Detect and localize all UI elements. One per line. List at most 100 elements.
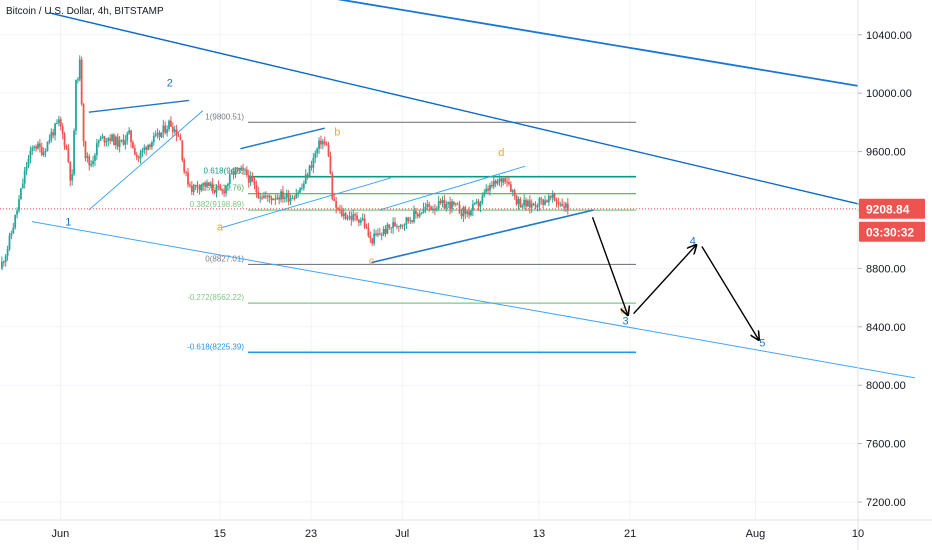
candle-body (177, 135, 180, 137)
candle-body (401, 224, 404, 226)
trend-line[interactable] (48, 12, 916, 218)
candle-body (223, 191, 225, 194)
candle-body (424, 206, 427, 209)
candle-body (382, 228, 385, 235)
candle-body (282, 191, 284, 200)
candle-body (447, 201, 450, 204)
candle-body (76, 79, 79, 81)
candle-body (160, 132, 163, 137)
fib-level-label: 0(8827.01) (205, 254, 244, 263)
candle-body (509, 184, 512, 192)
candle-body (94, 155, 96, 161)
candle-body (114, 136, 117, 145)
fib-level-label: 0.618(9428 (204, 167, 245, 176)
candle-body (473, 202, 476, 205)
candle-body (196, 184, 199, 188)
candle-body (187, 172, 189, 185)
candle-body (249, 176, 252, 183)
candle-body (111, 134, 113, 141)
candle-body (452, 201, 455, 205)
candle-body (399, 224, 402, 227)
time-tick-label: 15 (214, 528, 226, 540)
projection-arrow[interactable] (591, 217, 628, 315)
trend-line[interactable] (379, 165, 526, 211)
time-tick-label: Jun (52, 528, 70, 540)
current-price-badge (859, 198, 925, 219)
candle-body (242, 168, 244, 170)
candle-body (221, 189, 224, 192)
candle-body (181, 140, 184, 161)
candle-body (133, 148, 136, 155)
trend-line[interactable] (88, 99, 190, 113)
candle-body (164, 125, 167, 133)
candle-body (105, 140, 108, 143)
candle-body (234, 167, 237, 175)
candle-body (299, 188, 301, 193)
candle-body (411, 220, 413, 222)
candle-body (306, 174, 309, 177)
trend-line[interactable] (288, 0, 859, 87)
candle-body (40, 146, 43, 156)
candle-body (553, 193, 556, 201)
trend-drawings[interactable] (0, 0, 916, 379)
candle-body (156, 132, 159, 135)
candle-body (272, 198, 275, 201)
candle-body (57, 119, 60, 123)
trend-line[interactable] (88, 110, 204, 211)
candle-body (215, 185, 218, 193)
candle-body (378, 233, 381, 235)
candle-body (390, 227, 393, 229)
trend-line[interactable] (371, 209, 594, 264)
candle-body (432, 208, 434, 210)
candle-body (8, 235, 11, 250)
candle-body (445, 203, 448, 209)
fib-level-label: -0.618(8225.39) (187, 342, 244, 351)
candle-body (475, 201, 478, 203)
candle-body (240, 168, 243, 170)
candle-body (359, 219, 362, 223)
trend-line[interactable] (31, 221, 916, 379)
price-tick-label: 9600.00 (866, 147, 906, 159)
projection-arrow[interactable] (633, 245, 697, 315)
candle-body (143, 147, 146, 151)
candle-body (33, 146, 36, 149)
candle-body (456, 203, 459, 205)
candle-body (101, 136, 104, 138)
candle-body (346, 217, 349, 219)
candle-body (462, 207, 465, 217)
candle-body (192, 184, 195, 192)
candle-body (170, 120, 172, 127)
projection-arrows[interactable] (591, 217, 759, 340)
candle-body (52, 132, 55, 136)
candle-body (470, 210, 472, 216)
price-tick-label: 8400.00 (866, 322, 906, 334)
candle-body (27, 158, 30, 167)
candle-body (361, 218, 364, 220)
candle-body (454, 203, 457, 205)
candle-body (513, 190, 516, 196)
candle-body (38, 143, 41, 147)
candle-body (46, 141, 49, 152)
candle-body (126, 133, 129, 141)
trend-line[interactable] (240, 127, 325, 150)
candle-body (219, 186, 222, 190)
trend-line[interactable] (222, 177, 391, 228)
candle-body (251, 176, 254, 182)
candle-body (226, 183, 229, 186)
candle-body (107, 138, 110, 141)
candle-body (416, 213, 419, 217)
candle-body (113, 134, 115, 145)
fib-retracement[interactable]: 1(9800.51) 0.618(9428 0.5(9311.76) 0.382(91… (187, 112, 636, 354)
candle-body (291, 198, 294, 200)
candle-body (471, 204, 474, 211)
candle-body (95, 143, 98, 156)
candle-body (435, 208, 438, 210)
fib-level-label: 0.5(9311.76) (199, 184, 244, 193)
candle-body (487, 188, 489, 191)
candle-body (496, 180, 499, 184)
time-tick-label: Aug (746, 528, 766, 540)
projection-arrow[interactable] (701, 246, 759, 339)
chart-title: Bitcoin / U.S. Dollar, 4h, BITSTAMP (6, 6, 164, 17)
